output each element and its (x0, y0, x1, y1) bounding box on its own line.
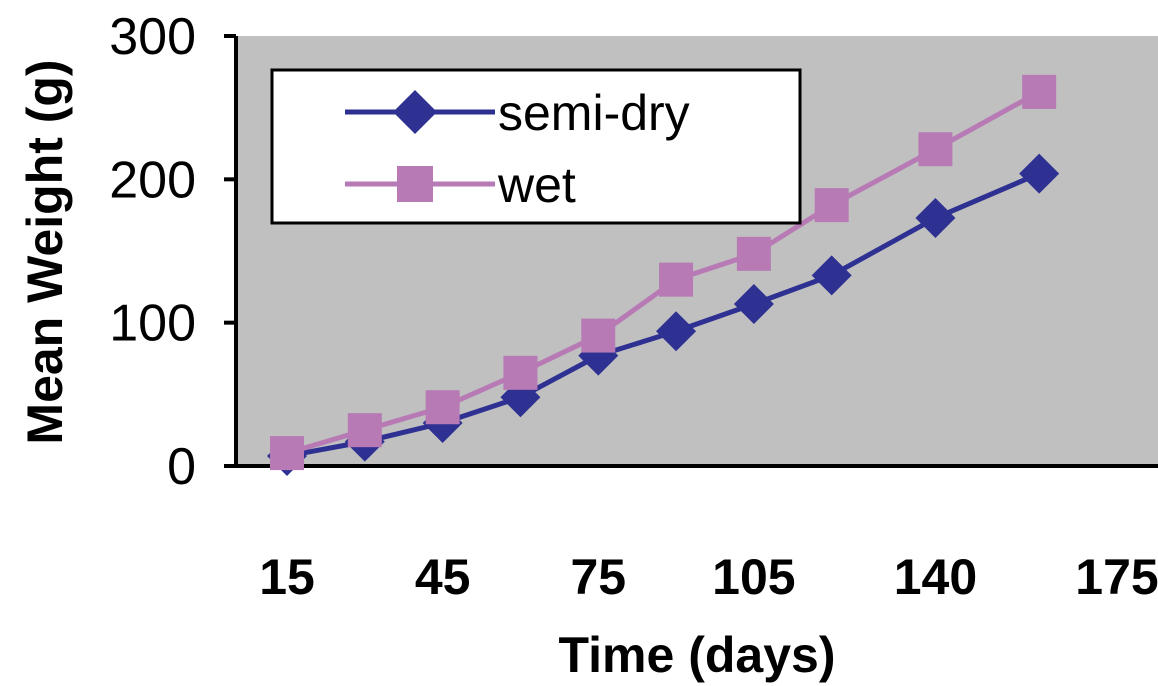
data-point-semi-dry (811, 255, 852, 296)
x-tick-label: 15 (259, 549, 315, 605)
legend-box (270, 68, 802, 225)
legend-marker-semi-dry (393, 90, 437, 134)
x-axis-title: Time (days) (559, 627, 836, 683)
legend-label-semi-dry: semi-dry (498, 85, 690, 141)
data-point-semi-dry (656, 311, 697, 352)
data-point-wet (1022, 74, 1057, 109)
legend-marker-wet (397, 166, 433, 202)
series-layer (267, 74, 1060, 476)
data-point-wet (918, 132, 953, 167)
legend-label-wet: wet (497, 157, 576, 213)
x-axis-ticks: 15 45 75 105 140 175 (259, 549, 1158, 605)
x-tick-label: 75 (570, 549, 626, 605)
data-point-wet (425, 390, 460, 425)
y-axis-title: Mean Weight (g) (17, 59, 73, 444)
x-tick-label: 140 (894, 549, 977, 605)
x-tick-label: 45 (415, 549, 471, 605)
series-line-semi-dry (286, 171, 1041, 459)
data-point-wet (347, 413, 382, 448)
y-tick-label: 100 (109, 295, 196, 353)
x-tick-label: 105 (712, 549, 795, 605)
data-point-wet (814, 188, 849, 223)
data-point-semi-dry (1019, 153, 1060, 194)
series-line-wet (286, 89, 1041, 456)
y-axis-ticks: 0 100 200 300 (109, 8, 236, 496)
data-point-semi-dry (915, 198, 956, 239)
data-point-semi-dry (733, 284, 774, 325)
y-tick-label: 200 (109, 151, 196, 209)
data-point-wet (270, 436, 304, 471)
x-tick-label: 175 (1075, 549, 1158, 605)
data-point-wet (659, 262, 694, 297)
data-point-wet (581, 318, 616, 353)
y-tick-label: 0 (167, 438, 196, 496)
data-point-wet (503, 355, 538, 390)
data-point-wet (736, 236, 771, 271)
y-tick-label: 300 (109, 8, 196, 66)
legend: semi-dry wet (270, 68, 802, 225)
